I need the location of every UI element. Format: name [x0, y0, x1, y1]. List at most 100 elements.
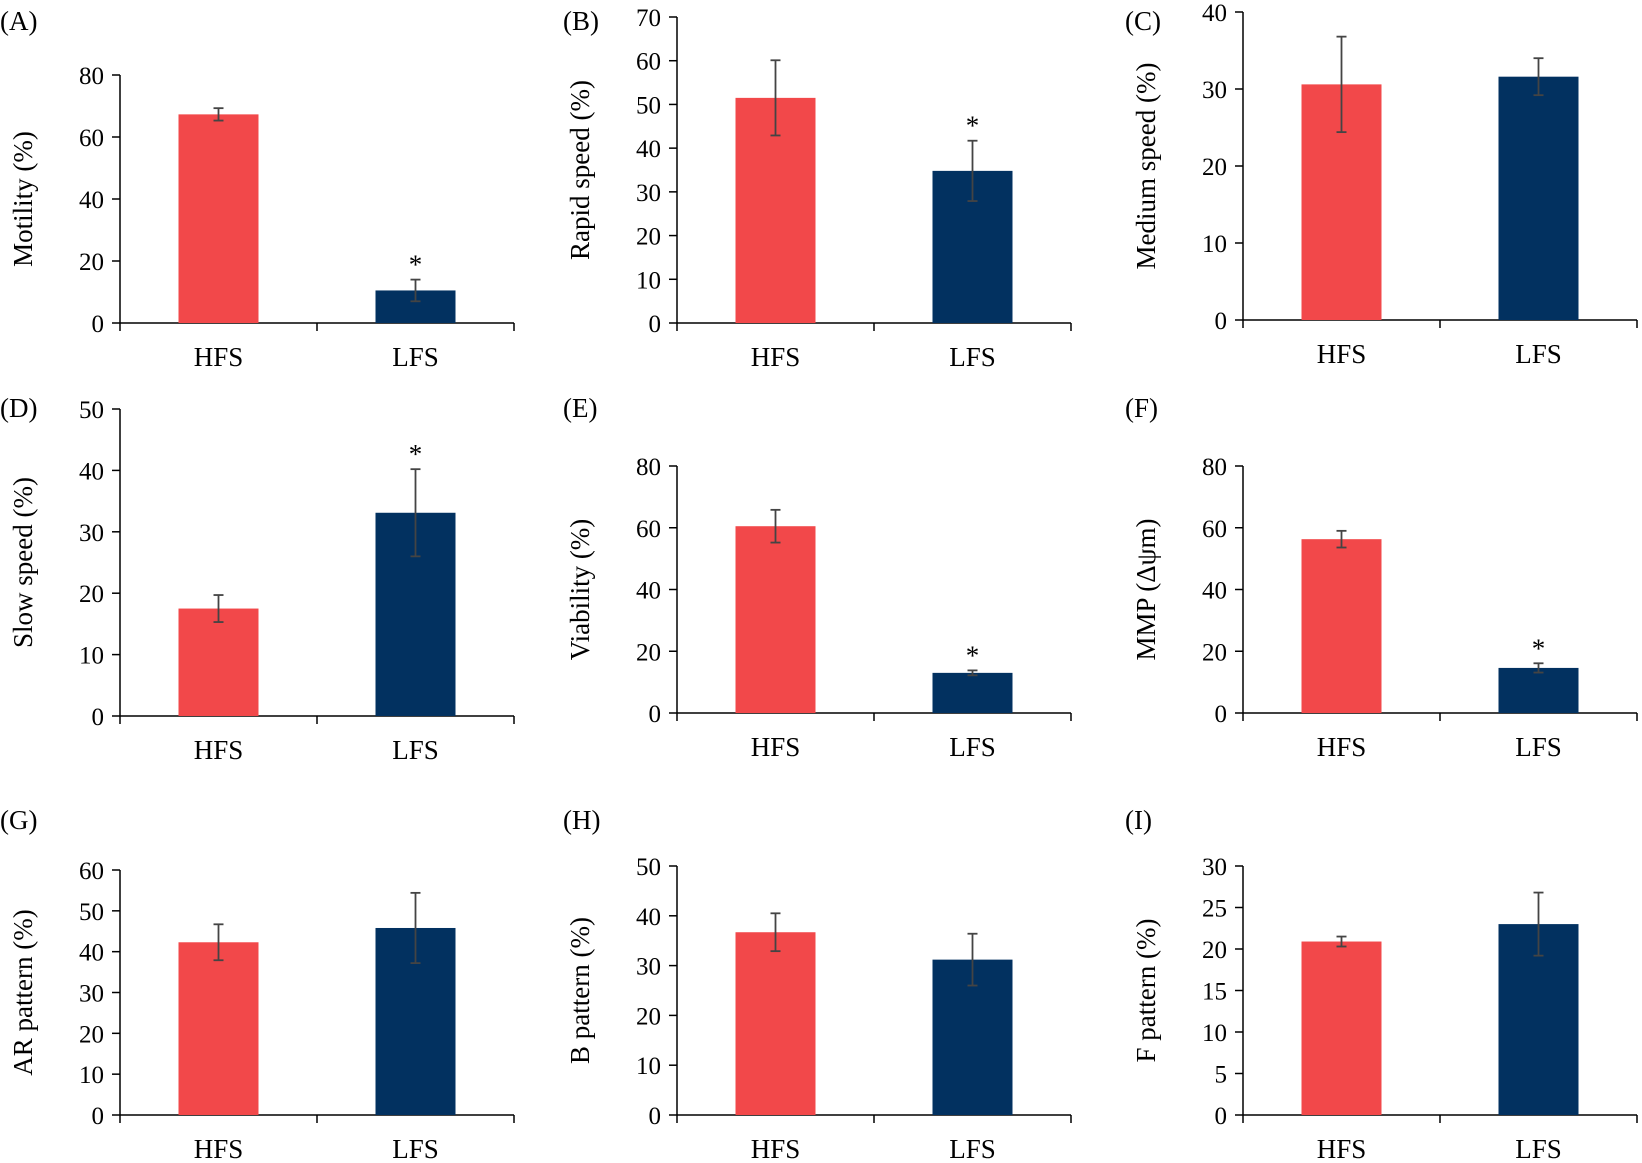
panel-label: (H) [563, 805, 600, 835]
panel-d: (D) 0 10 20 30 40 50 Slow speed (%) HFS * LFS [0, 393, 515, 765]
x-category-label: LFS [392, 1134, 439, 1163]
y-tick-label: 0 [1215, 701, 1228, 728]
y-tick-label: 25 [1202, 896, 1227, 923]
y-tick-label: 10 [636, 267, 661, 294]
x-category-label: HFS [751, 342, 801, 372]
x-category-label: LFS [392, 342, 439, 372]
y-tick-label: 50 [636, 854, 661, 881]
panel-label: (E) [563, 393, 597, 423]
y-tick-label: 10 [636, 1053, 661, 1080]
panel-e: (E) 0 20 40 60 80 Viability (%) HFS * LFS [563, 393, 1072, 762]
y-tick-label: 80 [79, 63, 104, 90]
y-tick-label: 30 [1202, 77, 1227, 104]
bar-hfs [735, 932, 816, 1115]
y-tick-label: 40 [79, 458, 104, 485]
y-tick-label: 0 [92, 704, 105, 731]
panel-f: (F) 0 20 40 60 80 MMP (Δψm) HFS * LFS [1125, 393, 1638, 762]
y-axis-title: Viability (%) [565, 519, 595, 661]
y-tick-label: 60 [1202, 516, 1227, 543]
y-tick-label: 20 [79, 249, 104, 276]
panel-label: (A) [0, 6, 37, 36]
y-tick-label: 20 [636, 224, 661, 251]
x-category-label: LFS [392, 735, 439, 765]
x-category-label: HFS [751, 732, 801, 762]
panel-label: (D) [0, 393, 37, 423]
bar-hfs [178, 114, 259, 324]
y-tick-label: 30 [79, 520, 104, 547]
y-tick-label: 20 [79, 581, 104, 608]
panel-h: (H) 0 10 20 30 40 50 B pattern (%) HFS LFS [563, 805, 1072, 1163]
y-tick-label: 10 [79, 643, 104, 670]
y-tick-label: 50 [79, 899, 104, 926]
y-tick-label: 0 [649, 1103, 662, 1130]
y-tick-label: 60 [636, 516, 661, 543]
y-tick-label: 40 [79, 940, 104, 967]
panel-label: (F) [1125, 393, 1158, 423]
y-tick-label: 70 [636, 5, 661, 32]
y-tick-label: 10 [79, 1062, 104, 1089]
y-tick-label: 60 [79, 858, 104, 885]
y-axis-title: Rapid speed (%) [565, 80, 595, 260]
y-tick-label: 40 [636, 904, 661, 931]
x-category-label: LFS [949, 342, 996, 372]
y-tick-label: 20 [1202, 154, 1227, 181]
y-axis-title: MMP (Δψm) [1131, 518, 1161, 660]
panel-i: (I) 0 5 10 15 20 25 30 F pattern (%) HFS LFS [1125, 805, 1638, 1163]
y-tick-label: 80 [636, 454, 661, 481]
significance-marker: * [409, 439, 423, 469]
y-tick-label: 0 [649, 311, 662, 338]
x-category-label: LFS [1515, 732, 1562, 762]
y-tick-label: 0 [1215, 308, 1228, 335]
x-category-label: HFS [751, 1134, 801, 1163]
panel-label: (G) [0, 805, 37, 835]
y-tick-label: 80 [1202, 454, 1227, 481]
x-category-label: LFS [949, 732, 996, 762]
x-category-label: HFS [1317, 732, 1367, 762]
panel-a: (A) 0 20 40 60 80 Motility (%) HFS * LFS [0, 6, 515, 372]
y-axis-title: Motility (%) [8, 131, 38, 267]
y-axis-title: Medium speed (%) [1131, 63, 1161, 270]
bar-lfs [1498, 667, 1579, 713]
y-tick-label: 30 [636, 180, 661, 207]
y-tick-label: 40 [79, 187, 104, 214]
significance-marker: * [409, 250, 423, 280]
y-tick-label: 0 [649, 701, 662, 728]
y-tick-label: 10 [1202, 231, 1227, 258]
y-tick-label: 20 [636, 639, 661, 666]
y-tick-label: 50 [79, 397, 104, 424]
y-tick-label: 20 [1202, 639, 1227, 666]
y-tick-label: 60 [79, 125, 104, 152]
significance-marker: * [1532, 633, 1546, 663]
y-tick-label: 5 [1215, 1062, 1228, 1089]
y-tick-label: 30 [636, 954, 661, 981]
y-tick-label: 10 [1202, 1020, 1227, 1047]
panel-b: (B) 0 10 20 30 40 50 60 70 Rapid speed (%) HFS * LFS [563, 5, 1072, 372]
y-tick-label: 40 [1202, 0, 1227, 27]
y-tick-label: 60 [636, 49, 661, 76]
y-tick-label: 20 [1202, 937, 1227, 964]
significance-marker: * [966, 111, 980, 141]
bar-hfs [1301, 941, 1382, 1115]
bar-lfs [932, 672, 1013, 713]
panel-c: (C) 0 10 20 30 40 Medium speed (%) HFS LFS [1125, 0, 1638, 369]
bar-hfs [735, 526, 816, 713]
panel-label: (C) [1125, 6, 1161, 36]
x-category-label: HFS [194, 342, 244, 372]
x-category-label: LFS [949, 1134, 996, 1163]
x-category-label: HFS [194, 1134, 244, 1163]
bar-hfs [1301, 539, 1382, 713]
y-tick-label: 40 [636, 578, 661, 605]
bar-lfs [1498, 76, 1579, 321]
y-tick-label: 30 [1202, 854, 1227, 881]
y-tick-label: 30 [79, 981, 104, 1008]
y-tick-label: 15 [1202, 979, 1227, 1006]
x-category-label: LFS [1515, 1134, 1562, 1163]
y-tick-label: 0 [92, 311, 105, 338]
y-tick-label: 0 [92, 1103, 105, 1130]
x-category-label: HFS [1317, 1134, 1367, 1163]
y-axis-title: F pattern (%) [1131, 919, 1161, 1063]
y-axis-title: Slow speed (%) [8, 477, 38, 648]
bar-hfs [178, 942, 259, 1115]
y-tick-label: 20 [636, 1003, 661, 1030]
y-tick-label: 40 [636, 136, 661, 163]
